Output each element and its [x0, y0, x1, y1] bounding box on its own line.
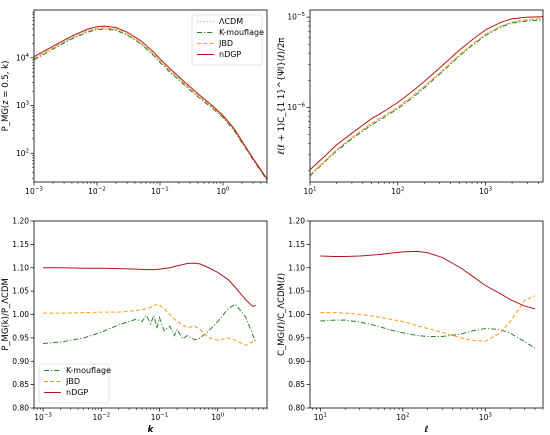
series-line-jbd: [34, 27, 267, 180]
x-tick-label: 100: [216, 187, 230, 197]
y-tick-label: 1.10: [12, 263, 29, 272]
series-line-ndgp: [320, 250, 536, 310]
x-tick-label: 10−1: [151, 187, 169, 197]
y-tick-label: 1.00: [12, 310, 29, 319]
x-tick-label: 101: [314, 413, 327, 423]
y-axis-label: P_MG(z = 0.5, k): [1, 61, 11, 132]
series-line-jbd: [310, 17, 543, 176]
x-tick-label: 100: [211, 413, 225, 423]
chart-panel-top-right: 101 102 103 10−6 10−5 ℓ(ℓ + 1)C_{1 1}^{ΨI}(ℓ)…: [277, 9, 544, 197]
series-line-jbd: [320, 295, 536, 342]
y-tick-label: 0.90: [12, 357, 29, 366]
legend: ΛCDM K-mouflage JBD nDGP: [191, 14, 264, 66]
y-tick-label: 0.95: [12, 333, 29, 342]
axes-frame: [309, 9, 544, 183]
series-line-kmouflage: [34, 28, 267, 181]
y-tick-label: 0.85: [12, 380, 29, 389]
x-axis-label: k: [148, 425, 155, 435]
series-line-kmouflage: [42, 303, 257, 344]
x-axis-label: ℓ: [424, 425, 428, 435]
legend-label-ndgp: nDGP: [66, 388, 88, 397]
x-tick-label: 103: [479, 413, 493, 423]
x-tick-label: 102: [396, 413, 409, 423]
axes-frame: [33, 9, 268, 183]
legend-label-kmouflage: K-mouflage: [66, 366, 111, 375]
y-tick-label: 10−6: [287, 103, 305, 113]
y-tick-label: 1.05: [12, 287, 29, 296]
chart-panel-bottom-right: 101 102 103 0.80 0.85 0.90 0.95 1.00 1.05 1.10 1.1…: [277, 217, 544, 435]
x-tick-label: 10−3: [25, 187, 43, 197]
y-tick-label: 1.05: [288, 287, 305, 296]
legend-label-lcdm: ΛCDM: [219, 17, 243, 26]
series-line-ndgp: [43, 262, 257, 308]
legend-label-ndgp: nDGP: [219, 50, 241, 59]
x-tick-label: 10−1: [151, 413, 169, 423]
axes-frame: [33, 220, 268, 409]
series-line-kmouflage: [320, 319, 536, 349]
y-tick-label: 1.20: [12, 217, 29, 226]
legend-label-jbd: JBD: [65, 377, 80, 386]
series-line-lcdm: [310, 18, 543, 176]
legend: K-mouflage JBD nDGP: [38, 363, 111, 404]
y-tick-label: 0.90: [288, 357, 305, 366]
x-tick-label: 102: [391, 187, 404, 197]
y-axis-label: C_MG(ℓ)/C_ΛCDM(ℓ): [277, 273, 287, 356]
series-line-ndgp: [310, 16, 543, 171]
x-tick-label: 101: [303, 187, 316, 197]
y-tick-label: 10−5: [287, 12, 305, 22]
x-tick-label: 103: [479, 187, 493, 197]
chart-panel-top-left: 10−3 10−2 10−1 100 102 103 104 P_MG(z = 0.5, k)…: [1, 9, 268, 197]
y-tick-label: 103: [16, 101, 30, 111]
y-tick-label: 0.95: [288, 333, 305, 342]
y-axis-label: ℓ(ℓ + 1)C_{1 1}^{ΨI}(ℓ)/2π: [277, 38, 287, 156]
y-tick-label: 104: [16, 53, 30, 63]
y-tick-label: 1.00: [288, 310, 305, 319]
y-tick-label: 1.10: [288, 263, 305, 272]
legend-label-kmouflage: K-mouflage: [219, 28, 264, 37]
x-tick-label: 10−2: [92, 413, 110, 423]
y-tick-label: 0.80: [288, 404, 305, 413]
chart-panel-bottom-left: 10−3 10−2 10−1 100 0.80 0.85 0.90 0.95 1.00 1.05 1…: [1, 217, 268, 435]
y-tick-label: 1.15: [12, 240, 29, 249]
legend-label-jbd: JBD: [218, 39, 233, 48]
series-line-jbd: [43, 303, 257, 346]
series-line-kmouflage: [310, 19, 543, 177]
y-tick-label: 0.85: [288, 380, 305, 389]
y-tick-label: 102: [16, 148, 29, 158]
legend-box: [191, 14, 263, 66]
x-tick-label: 10−2: [88, 187, 106, 197]
axes-frame: [309, 220, 544, 409]
y-tick-label: 1.20: [288, 217, 305, 226]
y-tick-label: 0.80: [12, 404, 29, 413]
x-tick-label: 10−3: [34, 413, 52, 423]
legend-box: [38, 363, 110, 404]
y-tick-label: 1.15: [288, 240, 305, 249]
y-axis-label: P_MG(k)/P_ΛCDM: [1, 278, 11, 351]
series-line-ndgp: [34, 25, 267, 180]
